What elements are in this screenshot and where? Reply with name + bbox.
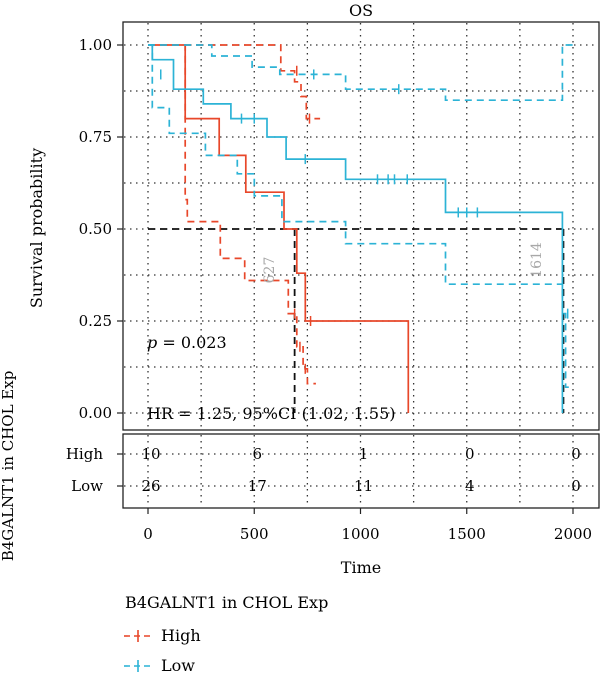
- legend-item-high: High: [124, 626, 201, 645]
- legend: B4GALNT1 in CHOL Exp High Low: [124, 593, 328, 675]
- x-axis-label: Time: [341, 558, 381, 577]
- risk-count-high-0: 10: [141, 445, 160, 463]
- chart-title: OS: [349, 1, 373, 20]
- plot-frame: [122, 21, 600, 431]
- risk-count-low-4: 0: [571, 477, 581, 495]
- median-label-high: 627: [262, 257, 278, 284]
- y-tick-label-3: 0.75: [79, 128, 112, 146]
- hr-annotation: HR = 1.25, 95%CI (1.02, 1.55): [147, 404, 396, 423]
- curve-low-solid-3: [148, 44, 564, 413]
- y-tick-label-0: 0.00: [79, 404, 112, 422]
- risk-row-label-low: Low: [71, 477, 103, 495]
- risk-count-low-1: 17: [248, 477, 267, 495]
- y-tick-label-1: 0.25: [79, 312, 112, 330]
- legend-label-high: High: [161, 626, 201, 645]
- x-tick-label-0: 0: [143, 525, 153, 543]
- p-value: = 0.023: [157, 333, 226, 352]
- x-tick-label-4: 2000: [554, 525, 592, 543]
- p-value-annotation: p = 0.023: [147, 333, 227, 352]
- curve-high-dashed-2: [148, 44, 316, 385]
- risk-row-label-high: High: [66, 445, 103, 463]
- risk-count-high-1: 6: [252, 445, 262, 463]
- grid: [124, 23, 598, 429]
- y-tick-label-4: 1.00: [79, 36, 112, 54]
- legend-item-low: Low: [124, 656, 195, 675]
- legend-title: B4GALNT1 in CHOL Exp: [125, 593, 328, 612]
- risk-count-low-0: 26: [141, 477, 160, 495]
- median-lines: [148, 228, 565, 413]
- median-label-low: 1614: [529, 242, 545, 278]
- y-axis: 0.00 0.25 0.50 0.75 1.00: [79, 36, 123, 422]
- km-plot: 0.00 0.25 0.50 0.75 1.00 OS Survival probabi…: [27, 1, 600, 431]
- curve-low-dashed-5: [148, 44, 570, 389]
- curves: [148, 44, 573, 413]
- x-axis: 0 500 1000 1500 2000: [143, 508, 592, 543]
- risk-count-high-4: 0: [571, 445, 581, 463]
- risk-count-low-2: 11: [354, 477, 373, 495]
- x-tick-label-2: 1000: [341, 525, 379, 543]
- p-label: p: [147, 333, 157, 352]
- y-axis-label: Survival probability: [27, 148, 46, 308]
- risk-count-low-3: 4: [465, 477, 475, 495]
- x-tick-label-1: 500: [240, 525, 269, 543]
- censor-marks: [160, 65, 569, 374]
- curve-high-solid-0: [148, 44, 410, 413]
- risk-count-high-3: 0: [465, 445, 475, 463]
- risk-table-grid: [124, 435, 598, 507]
- legend-label-low: Low: [161, 656, 195, 675]
- curve-high-dashed-1: [148, 44, 321, 120]
- curve-low-dashed-4: [148, 44, 573, 102]
- x-tick-label-3: 1500: [448, 525, 486, 543]
- risk-count-high-2: 1: [359, 445, 369, 463]
- y-tick-label-2: 0.50: [79, 220, 112, 238]
- risk-table-ylabel: B4GALNT1 in CHOL Exp: [0, 371, 17, 562]
